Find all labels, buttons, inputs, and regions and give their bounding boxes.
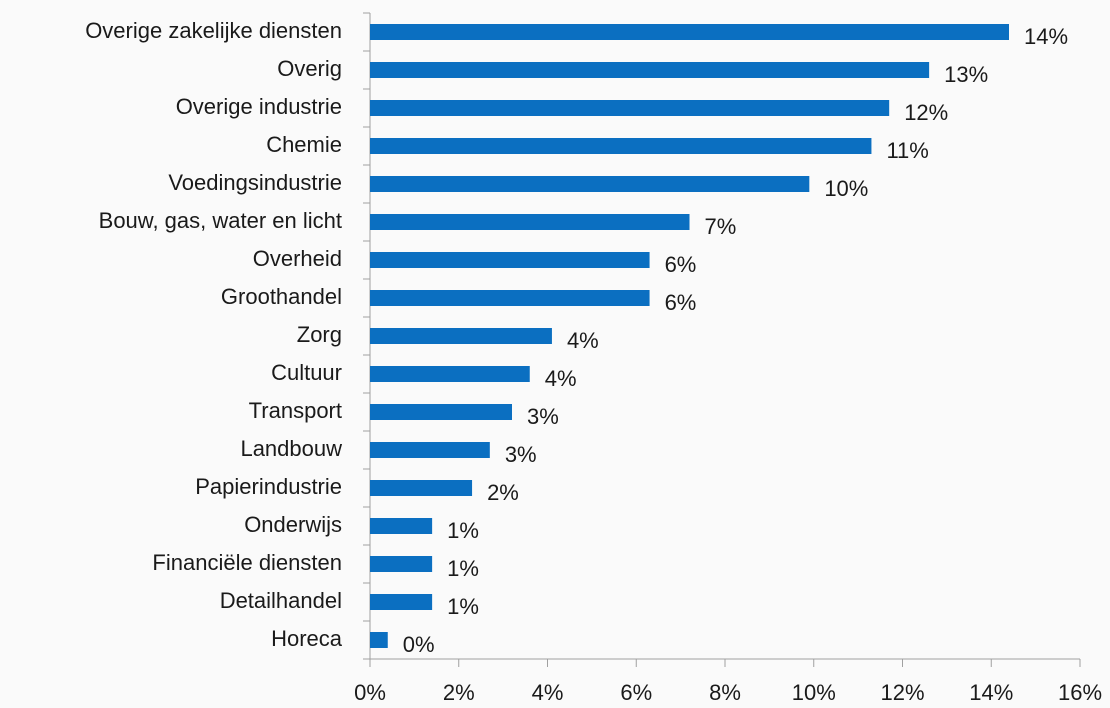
y-tick-label: Bouw, gas, water en licht <box>99 208 342 233</box>
y-tick-label: Onderwijs <box>244 512 342 537</box>
bar <box>370 100 890 116</box>
bar <box>370 328 552 344</box>
x-tick-label: 4% <box>532 680 564 705</box>
value-label: 1% <box>447 556 479 581</box>
value-label: 3% <box>505 442 537 467</box>
value-label: 14% <box>1024 24 1068 49</box>
bar <box>370 518 433 534</box>
value-label: 13% <box>944 62 988 87</box>
value-label: 12% <box>904 100 948 125</box>
value-label: 10% <box>824 176 868 201</box>
x-tick-label: 12% <box>880 680 924 705</box>
bar <box>370 632 388 648</box>
y-tick-label: Chemie <box>266 132 342 157</box>
y-tick-label: Detailhandel <box>220 588 342 613</box>
y-tick-label: Zorg <box>297 322 342 347</box>
x-tick-label: 6% <box>620 680 652 705</box>
x-tick-label: 8% <box>709 680 741 705</box>
value-label: 6% <box>665 290 697 315</box>
bar <box>370 176 810 192</box>
x-tick-label: 0% <box>354 680 386 705</box>
y-tick-label: Horeca <box>271 626 343 651</box>
y-tick-label: Transport <box>249 398 342 423</box>
value-label: 4% <box>567 328 599 353</box>
bar <box>370 480 473 496</box>
value-label: 6% <box>665 252 697 277</box>
bar <box>370 138 872 154</box>
y-tick-label: Voedingsindustrie <box>168 170 342 195</box>
x-tick-label: 2% <box>443 680 475 705</box>
y-tick-label: Papierindustrie <box>195 474 342 499</box>
x-tick-label: 14% <box>969 680 1013 705</box>
y-tick-label: Cultuur <box>271 360 342 385</box>
value-label: 1% <box>447 518 479 543</box>
y-tick-label: Overige industrie <box>176 94 342 119</box>
bar <box>370 366 530 382</box>
value-label: 7% <box>705 214 737 239</box>
value-label: 3% <box>527 404 559 429</box>
x-tick-label: 16% <box>1058 680 1102 705</box>
bar <box>370 290 650 306</box>
y-tick-label: Overheid <box>253 246 342 271</box>
y-tick-label: Groothandel <box>221 284 342 309</box>
bar <box>370 404 512 420</box>
value-label: 4% <box>545 366 577 391</box>
x-tick-label: 10% <box>792 680 836 705</box>
value-label: 2% <box>487 480 519 505</box>
bar <box>370 556 433 572</box>
y-tick-label: Overige zakelijke diensten <box>85 18 342 43</box>
y-tick-label: Overig <box>277 56 342 81</box>
bar <box>370 24 1009 40</box>
bar <box>370 442 490 458</box>
y-tick-label: Landbouw <box>240 436 342 461</box>
bar <box>370 62 930 78</box>
value-label: 1% <box>447 594 479 619</box>
bar <box>370 252 650 268</box>
bar <box>370 214 690 230</box>
value-label: 11% <box>886 138 928 163</box>
y-tick-label: Financiële diensten <box>152 550 342 575</box>
value-label: 0% <box>403 632 435 657</box>
bar <box>370 594 433 610</box>
